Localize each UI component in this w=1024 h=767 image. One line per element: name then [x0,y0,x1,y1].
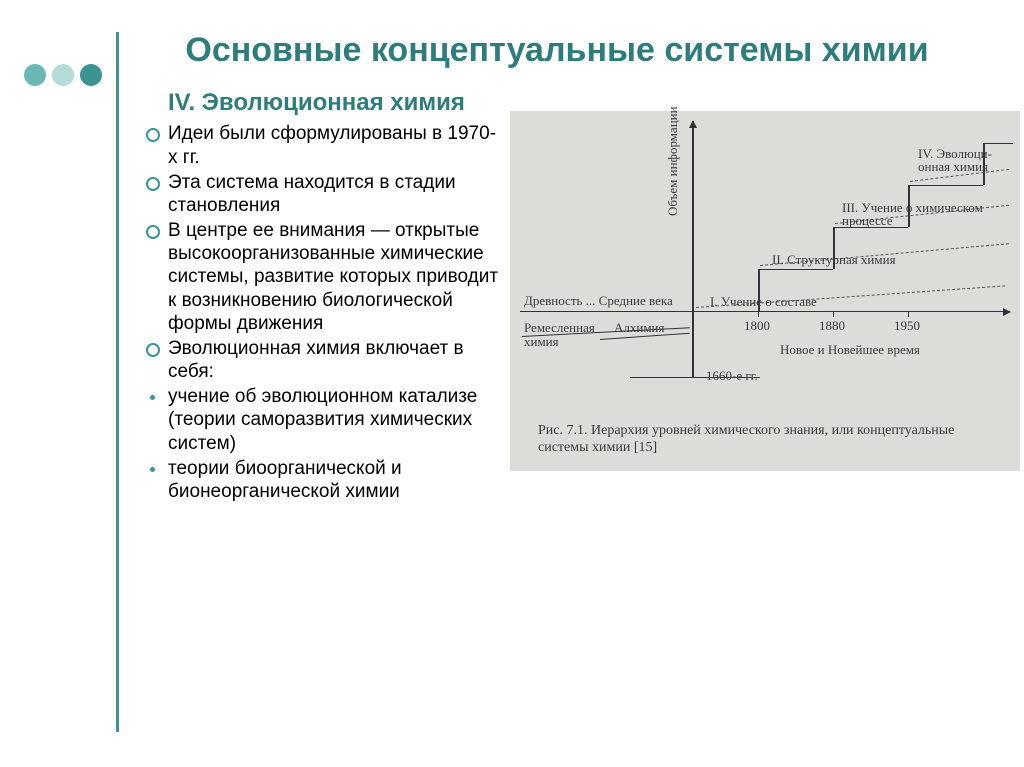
era-caption: Новое и Новейшее время [780,343,920,357]
step-label: I. Учение о составе [710,295,817,309]
dot-3 [80,64,102,86]
slide-title: Основные концептуальные системы химии [120,30,994,71]
tick-label: 1880 [819,319,845,333]
figure-diagram: Объем информации [510,111,1020,471]
decor-dots [24,64,102,86]
dot-2 [52,64,74,86]
subheading: IV. Эволюционная химия [168,89,502,117]
text-column: IV. Эволюционная химия Идеи были сформул… [142,89,502,505]
vertical-rule [116,32,119,732]
tick [833,311,834,317]
step-seg [908,185,983,187]
step-label: IV. Эволюци-онная химия [918,147,1013,174]
list-item: Эта система находится в стадии становлен… [142,171,502,217]
tick [758,311,759,317]
step-label: III. Учение о химическом процессе [842,201,1002,228]
step-seg [758,269,833,271]
list-item: В центре ее внимания — открытые высокоор… [142,219,502,335]
axis-y [692,121,694,371]
marker-line [692,367,694,377]
step-label: II. Структурная химия [772,253,896,267]
era-label: Ремесленная [524,321,595,335]
figure-caption: Рис. 7.1. Иерархия уровней химического з… [538,423,1000,457]
axis-x [520,311,1010,313]
axis-y-label: Объем информации [665,106,681,216]
list-item: теории биоорганической и бионеорганическ… [142,457,502,503]
step-seg [693,311,758,313]
era-label: Древность ... Средние века [524,294,673,308]
tick [908,311,909,317]
list-item: Эволюционная химия включает в себя: [142,337,502,383]
tick-label: 1950 [894,319,920,333]
step-seg [983,143,1013,145]
marker-label: 1660-е гг. [706,369,758,383]
list-item: Идеи были сформулированы в 1970-х гг. [142,122,502,168]
era-label: химия [524,335,559,349]
bullet-list: Идеи были сформулированы в 1970-х гг. Эт… [142,122,502,503]
dot-1 [24,64,46,86]
tick-label: 1800 [744,319,770,333]
era-label: Алхимия [614,321,665,335]
list-item: учение об эволюционном катализе (теории … [142,385,502,455]
